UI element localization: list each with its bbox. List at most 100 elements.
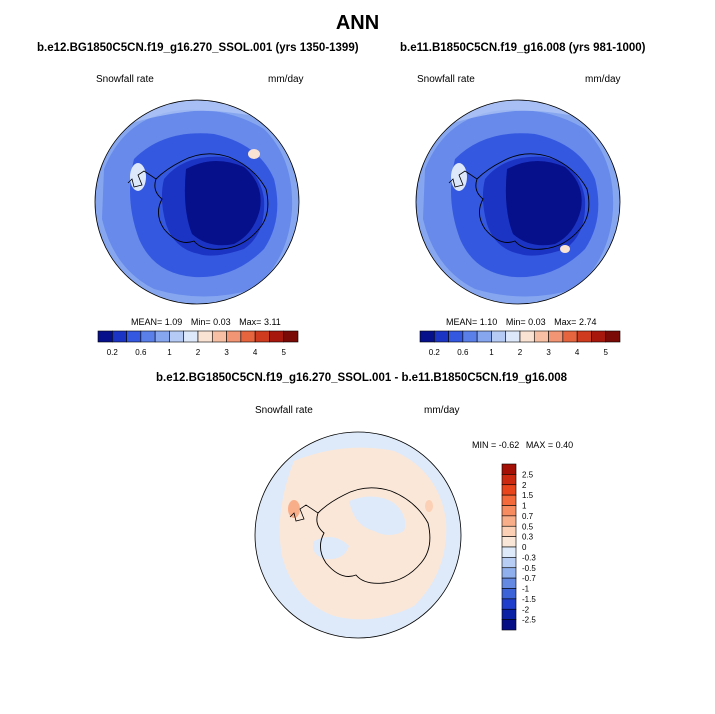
panel-2-title: b.e11.B1850C5CN.f19_g16.008 (yrs 981-100…: [400, 42, 646, 54]
panel-1-max-label: Max=: [239, 317, 262, 327]
panel-1-colorbar-tick-label: 1: [167, 348, 172, 357]
panel-3-colorbar-swatch-7: [501, 536, 517, 548]
panel-3-colorbar-tick-label: 0.7: [522, 512, 534, 521]
panel-1-colorbar-tick-label: 5: [281, 348, 286, 357]
panel-1-colorbar-swatch-4: [154, 330, 170, 343]
panel-2-colorbar-tick-label: 0.6: [457, 348, 469, 357]
panel-2-colorbar-tick-label: 1: [489, 348, 494, 357]
panel-2-colorbar: 0.20.6123456: [418, 329, 637, 359]
panel-2-colorbar-swatch-6: [505, 330, 521, 343]
panel-3-colorbar-swatch-10: [501, 567, 517, 579]
panel-2-colorbar-tick-label: 4: [575, 348, 580, 357]
panel-2-colorbar-swatch-5: [491, 330, 507, 343]
panel-1-max: 3.11: [263, 317, 281, 327]
panel-2-colorbar-swatch-12: [591, 330, 607, 343]
panel-1-colorbar-tick-label: 4: [253, 348, 258, 357]
panel-3-colorbar-tick-label: 0.3: [522, 533, 534, 542]
panel-2-colorbar-tick-label: 2: [518, 348, 523, 357]
panel-2-mean: 1.10: [479, 317, 498, 327]
panel-3-max-label: MAX =: [525, 440, 554, 450]
panel-3-colorbar-swatch-13: [501, 598, 517, 610]
panel-2-colorbar-tick-label: 0.2: [429, 348, 441, 357]
panel-1-colorbar: 0.20.6123456: [96, 329, 315, 359]
panel-3-colorbar-swatch-1: [501, 474, 517, 486]
panel-2-colorbar-swatch-7: [519, 330, 535, 343]
panel-1-map: [94, 99, 300, 305]
panel-3-colorbar-swatch-3: [501, 494, 517, 506]
panel-3-colorbar-swatch-15: [501, 619, 517, 631]
panel-2-colorbar-swatch-0: [419, 330, 435, 343]
panel-2-colorbar-swatch-2: [448, 330, 464, 343]
panel-1-colorbar-swatch-3: [140, 330, 156, 343]
panel-2-variable: Snowfall rate: [417, 74, 475, 85]
panel-3-colorbar-tick-label: 0: [522, 543, 527, 552]
panel-2-colorbar-swatch-13: [605, 330, 621, 343]
panel-3-colorbar-swatch-12: [501, 588, 517, 600]
panel-3-colorbar-swatch-8: [501, 546, 517, 558]
panel-1-colorbar-swatch-8: [211, 330, 227, 343]
panel-2-colorbar-swatch-3: [462, 330, 478, 343]
panel-3-map: [254, 431, 462, 639]
panel-3-variable: Snowfall rate: [255, 405, 313, 416]
panel-1-colorbar-swatch-9: [226, 330, 242, 343]
panel-3-units: mm/day: [424, 405, 460, 416]
panel-3-colorbar-swatch-14: [501, 608, 517, 620]
panel-1-colorbar-tick-label: 2: [196, 348, 201, 357]
panel-2-colorbar-swatch-11: [576, 330, 592, 343]
panel-3-max: 0.40: [555, 440, 574, 450]
panel-3-colorbar-tick-label: -2.5: [522, 616, 536, 625]
panel-1-variable: Snowfall rate: [96, 74, 154, 85]
panel-1-colorbar-tick-label: 3: [224, 348, 229, 357]
panel-2-colorbar-swatch-4: [476, 330, 492, 343]
panel-3-min: -0.62: [498, 440, 520, 450]
panel-3-colorbar-swatch-9: [501, 557, 517, 569]
panel-1-colorbar-swatch-13: [283, 330, 299, 343]
panel-1-min-label: Min=: [190, 317, 211, 327]
panel-2-max-label: Max=: [554, 317, 577, 327]
panel-1-colorbar-swatch-0: [97, 330, 113, 343]
panel-3-colorbar-swatch-2: [501, 484, 517, 496]
panel-3-min-label: MIN =: [472, 440, 497, 450]
panel-1-colorbar-swatch-6: [183, 330, 199, 343]
panel-1-colorbar-swatch-10: [240, 330, 256, 343]
panel-2-colorbar-swatch-1: [433, 330, 449, 343]
panel-3-colorbar-tick-label: 1: [522, 502, 527, 511]
panel-3-colorbar-swatch-11: [501, 577, 517, 589]
panel-3-colorbar-swatch-6: [501, 525, 517, 537]
panel-3-colorbar-tick-label: -2: [522, 605, 530, 614]
panel-1-mean-label: MEAN=: [131, 317, 163, 327]
panel-2-min: 0.03: [528, 317, 546, 327]
panel-2-colorbar-swatch-9: [548, 330, 564, 343]
panel-1-colorbar-swatch-7: [197, 330, 213, 343]
panel-2-units: mm/day: [585, 74, 621, 85]
panel-2-min-label: Min=: [505, 317, 526, 327]
panel-1-mean: 1.09: [164, 317, 183, 327]
panel-2-max: 2.74: [578, 317, 597, 327]
panel-2-colorbar-tick-label: 3: [546, 348, 551, 357]
panel-3-colorbar-tick-label: -0.7: [522, 574, 536, 583]
panel-3-colorbar-swatch-5: [501, 515, 517, 527]
panel-3-colorbar-tick-label: -1: [522, 585, 530, 594]
panel-3-colorbar-tick-label: -1.5: [522, 595, 536, 604]
panel-1-colorbar-swatch-12: [269, 330, 285, 343]
panel-3-colorbar-tick-label: 0.5: [522, 522, 534, 531]
panel-3-colorbar-tick-label: -0.5: [522, 564, 536, 573]
panel-3-colorbar: 2.5 2 1.5 1 0.7 0.5 0.3 0 -0.3 -0.5 -0.7 -1 -1.5 -2 -2…: [498, 462, 558, 632]
panel-2-mean-label: MEAN=: [446, 317, 478, 327]
panel-2-colorbar-tick-label: 5: [603, 348, 608, 357]
panel-1-stats: MEAN= 1.09 Min= 0.03 Max= 3.11: [131, 317, 281, 327]
panel-2-colorbar-swatch-10: [562, 330, 578, 343]
panel-3-colorbar-swatch-0: [501, 463, 517, 475]
panel-1-colorbar-swatch-1: [111, 330, 127, 343]
panel-1-colorbar-swatch-2: [126, 330, 142, 343]
panel-1-title: b.e12.BG1850C5CN.f19_g16.270_SSOL.001 (y…: [37, 42, 359, 54]
panel-1-colorbar-tick-label: 0.2: [107, 348, 119, 357]
panel-3-colorbar-swatch-4: [501, 505, 517, 517]
panel-3-colorbar-tick-label: -0.3: [522, 553, 536, 562]
panel-1-colorbar-swatch-5: [169, 330, 185, 343]
panel-3-colorbar-tick-label: 2.5: [522, 470, 534, 479]
panel-3-colorbar-tick-label: 1.5: [522, 491, 534, 500]
panel-2-stats: MEAN= 1.10 Min= 0.03 Max= 2.74: [446, 317, 596, 327]
panel-3-colorbar-tick-label: 2: [522, 481, 527, 490]
panel-1-min: 0.03: [213, 317, 231, 327]
